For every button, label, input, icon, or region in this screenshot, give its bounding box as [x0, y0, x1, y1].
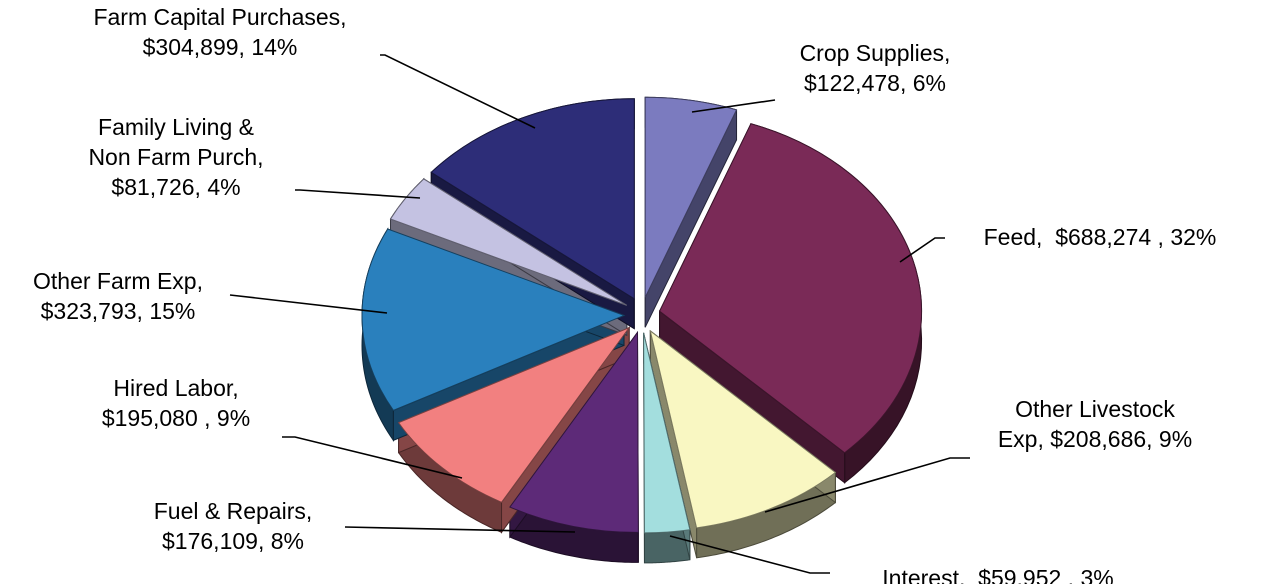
slice-labels-layer: Crop Supplies, $122,478, 6% Feed, $688,274…	[33, 4, 1216, 584]
pie-slice-0	[644, 96, 738, 298]
slice-label-4: Fuel & Repairs, $176,109, 8%	[154, 498, 313, 554]
pie-slice-3	[643, 332, 691, 534]
slice-label-0: Crop Supplies, $122,478, 6%	[800, 40, 951, 96]
slice-label-line: $122,478, 6%	[804, 70, 946, 96]
leader-line-0	[691, 99, 776, 113]
leader-lines-layer	[229, 54, 970, 574]
slice-label-line: $81,726, 4%	[111, 174, 240, 200]
leader-line-5	[282, 436, 463, 479]
leader-line-1	[899, 237, 945, 263]
slice-label-2: Other Livestock Exp, $208,686, 9%	[998, 396, 1192, 452]
slice-label-3: Interest, $59,952 , 3%	[882, 565, 1113, 584]
leader-line-4	[344, 526, 576, 533]
slice-label-5: Hired Labor, $195,080 , 9%	[102, 375, 250, 431]
slice-label-8: Farm Capital Purchases, $304,899, 14%	[93, 4, 346, 60]
leader-line-8	[380, 54, 536, 129]
pie-slice-8	[430, 98, 635, 300]
slice-label-1: Feed, $688,274 , 32%	[984, 224, 1217, 250]
pie-slices-layer	[361, 96, 923, 534]
leader-line-3	[669, 535, 830, 574]
slice-label-line: $195,080 , 9%	[102, 405, 250, 431]
slice-label-line: Fuel & Repairs,	[154, 498, 313, 524]
slice-label-line: $323,793, 15%	[41, 298, 196, 324]
slice-label-6: Other Farm Exp, $323,793, 15%	[33, 268, 203, 324]
slice-label-line: $176,109, 8%	[162, 528, 304, 554]
slice-label-line: Farm Capital Purchases,	[93, 4, 346, 30]
pie-slice-5	[397, 326, 631, 503]
slice-label-line: Other Livestock	[1015, 396, 1175, 422]
slice-label-line: Hired Labor,	[113, 375, 238, 401]
slice-label-line: Other Farm Exp,	[33, 268, 203, 294]
leader-line-6	[229, 294, 388, 314]
pie-slice-2	[649, 329, 837, 529]
pie-slice-1	[658, 123, 923, 454]
slice-label-line: Feed, $688,274 , 32%	[984, 224, 1217, 250]
slice-label-line: $304,899, 14%	[143, 34, 298, 60]
slice-label-line: Family Living &	[98, 114, 254, 140]
pie-slice-4	[509, 330, 639, 533]
leader-line-7	[295, 189, 421, 199]
slice-label-line: Crop Supplies,	[800, 40, 951, 66]
pie-slice-7	[389, 178, 628, 306]
pie-slice-6	[361, 228, 626, 412]
slice-label-line: Exp, $208,686, 9%	[998, 426, 1192, 452]
slice-label-line: Interest, $59,952 , 3%	[882, 565, 1113, 584]
leader-line-2	[764, 457, 970, 513]
slice-label-line: Non Farm Purch,	[88, 144, 263, 170]
slice-label-7: Family Living & Non Farm Purch, $81,726, 4…	[88, 114, 263, 200]
slice-side-3	[643, 529, 691, 564]
